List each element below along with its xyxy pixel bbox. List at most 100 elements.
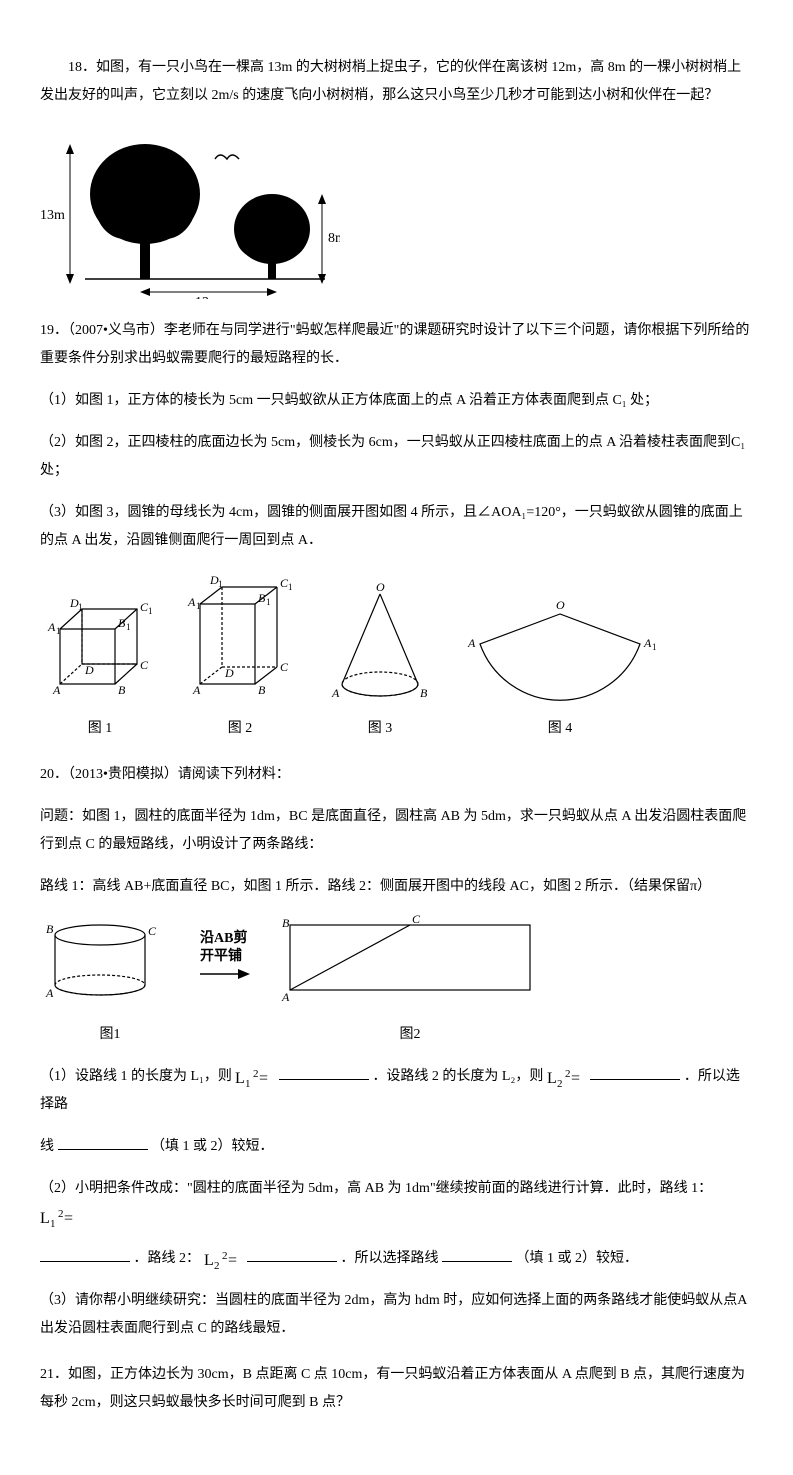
q20-p1-line2: 线 （填 1 或 2）较短．	[40, 1133, 753, 1161]
label-8m: 8m	[328, 231, 340, 246]
question-21: 21．如图，正方体边长为 30cm，B 点距离 C 点 10cm，有一只蚂蚁沿着…	[40, 1361, 753, 1417]
q20-fig1: B C A 图1	[40, 915, 180, 1049]
L1-squared-icon-2: L12=	[40, 1205, 80, 1229]
svg-text:A: A	[52, 683, 61, 697]
svg-text:1: 1	[652, 642, 657, 652]
q20-p1e: （填 1 或 2）较短．	[151, 1139, 274, 1154]
q20-text1: 问题：如图 1，圆柱的底面半径为 1dm，BC 是底面直径，圆柱高 AB 为 5…	[40, 803, 753, 859]
fig1-label: 图 1	[40, 715, 160, 743]
svg-text:1: 1	[56, 626, 61, 636]
q20-p3: （3）请你帮小明继续研究：当圆柱的底面半径为 2dm，高为 hdm 时，应如何选…	[40, 1287, 753, 1343]
svg-text:L: L	[547, 1070, 557, 1087]
svg-text:A: A	[281, 990, 290, 1004]
svg-text:L: L	[40, 1210, 50, 1227]
question-18: 18．如图，有一只小鸟在一棵高 13m 的大树树梢上捉虫子，它的伙伴在离该树 1…	[40, 54, 753, 299]
blank-choice2[interactable]	[442, 1247, 512, 1262]
q19-fig2: A B C D A1 B1 C1 D1 图 2	[180, 569, 300, 743]
q20-figures: B C A 图1 沿AB剪开平铺 B C A 图2	[40, 915, 753, 1049]
svg-text:2: 2	[214, 1260, 220, 1271]
svg-text:A: A	[45, 986, 54, 1000]
q20-p2b: ．路线 2：	[134, 1251, 201, 1266]
svg-text:C: C	[148, 924, 157, 938]
q20-p2-line2: ．路线 2： L22= ．所以选择路线 （填 1 或 2）较短．	[40, 1245, 753, 1273]
blank-L1[interactable]	[279, 1065, 369, 1080]
svg-text:A: A	[187, 595, 196, 609]
label-12m: 12m	[195, 295, 220, 299]
q18-figure: 13m 8m 12m	[40, 124, 753, 299]
q20-text2: 路线 1：高线 AB+底面直径 BC，如图 1 所示．路线 2：侧面展开图中的线…	[40, 873, 753, 901]
svg-text:1: 1	[245, 1078, 251, 1089]
L1-squared-icon: L12=	[235, 1065, 275, 1089]
fig4-label: 图 4	[460, 715, 660, 743]
svg-text:A: A	[643, 636, 652, 650]
svg-text:B: B	[282, 916, 290, 930]
q21-text: 21．如图，正方体边长为 30cm，B 点距离 C 点 10cm，有一只蚂蚁沿着…	[40, 1361, 753, 1417]
q20-intro: 20．（2013•贵阳模拟）请阅读下列材料：	[40, 761, 753, 789]
q18-text: 18．如图，有一只小鸟在一棵高 13m 的大树树梢上捉虫子，它的伙伴在离该树 1…	[40, 54, 753, 110]
blank-choice1[interactable]	[58, 1135, 148, 1150]
svg-text:B: B	[258, 683, 266, 697]
svg-text:A: A	[192, 683, 201, 697]
cut-label: 沿AB剪开平铺	[200, 915, 260, 982]
q20-fig2-label: 图2	[280, 1021, 540, 1049]
fig3-label: 图 3	[320, 715, 440, 743]
svg-text:2: 2	[58, 1208, 64, 1220]
svg-text:A: A	[47, 620, 56, 634]
svg-text:B: B	[118, 683, 126, 697]
svg-text:1: 1	[148, 606, 153, 616]
label-13m: 13m	[40, 208, 65, 223]
svg-text:C: C	[280, 660, 289, 674]
svg-text:2: 2	[565, 1068, 571, 1080]
svg-text:=: =	[259, 1070, 268, 1087]
blank-L2[interactable]	[590, 1065, 680, 1080]
svg-text:1: 1	[126, 622, 131, 632]
svg-text:L: L	[204, 1252, 214, 1269]
q19-p1: （1）如图 1，正方体的棱长为 5cm 一只蚂蚁欲从正方体底面上的点 A 沿着正…	[40, 387, 753, 415]
svg-text:A: A	[331, 686, 340, 700]
svg-text:1: 1	[50, 1218, 56, 1229]
svg-text:D: D	[84, 663, 94, 677]
cut-text: 沿AB剪开平铺	[200, 931, 247, 964]
svg-text:B: B	[420, 686, 428, 700]
q20-p1b: ．设路线 2 的长度为 L₂，则	[372, 1069, 543, 1084]
q20-p2c: ．所以选择路线	[341, 1251, 439, 1266]
q20-fig2: B C A 图2	[280, 915, 540, 1049]
svg-text:B: B	[46, 922, 54, 936]
svg-text:L: L	[235, 1070, 245, 1087]
q19-p2: （2）如图 2，正四棱柱的底面边长为 5cm，侧棱长为 6cm，一只蚂蚁从正四棱…	[40, 429, 753, 485]
q19-intro: 19．（2007•义乌市）李老师在与同学进行"蚂蚁怎样爬最近"的课题研究时设计了…	[40, 317, 753, 373]
q19-figures: A B C D A1 B1 C1 D1 图 1	[40, 569, 753, 743]
question-20: 20．（2013•贵阳模拟）请阅读下列材料： 问题：如图 1，圆柱的底面半径为 …	[40, 761, 753, 1343]
q20-p2d: （填 1 或 2）较短．	[516, 1251, 639, 1266]
blank-L2b[interactable]	[247, 1247, 337, 1262]
svg-text:1: 1	[196, 601, 201, 611]
svg-text:B: B	[118, 616, 126, 630]
svg-text:=: =	[571, 1070, 580, 1087]
q20-p1: （1）设路线 1 的长度为 L₁，则 L12= ．设路线 2 的长度为 L₂，则…	[40, 1063, 753, 1119]
svg-text:B: B	[258, 591, 266, 605]
svg-text:2: 2	[557, 1078, 563, 1089]
svg-text:O: O	[556, 598, 565, 612]
q19-fig1: A B C D A1 B1 C1 D1 图 1	[40, 589, 160, 743]
q20-p1a: （1）设路线 1 的长度为 L₁，则	[40, 1069, 232, 1084]
q19-fig3: O A B 图 3	[320, 579, 440, 743]
svg-text:D: D	[224, 666, 234, 680]
blank-L1b[interactable]	[40, 1247, 130, 1262]
q20-fig1-label: 图1	[40, 1021, 180, 1049]
svg-text:=: =	[228, 1252, 237, 1269]
svg-text:C: C	[140, 658, 149, 672]
svg-text:1: 1	[288, 582, 293, 592]
question-19: 19．（2007•义乌市）李老师在与同学进行"蚂蚁怎样爬最近"的课题研究时设计了…	[40, 317, 753, 743]
svg-text:O: O	[376, 580, 385, 594]
fig2-label: 图 2	[180, 715, 300, 743]
svg-text:1: 1	[218, 579, 223, 589]
svg-text:1: 1	[78, 602, 83, 612]
svg-text:1: 1	[266, 597, 271, 607]
L2-squared-icon-2: L22=	[204, 1247, 244, 1271]
q19-fig4: O A A1 图 4	[460, 589, 660, 743]
svg-text:2: 2	[253, 1068, 259, 1080]
L2-squared-icon: L22=	[547, 1065, 587, 1089]
q20-p2a: （2）小明把条件改成："圆柱的底面半径为 5dm，高 AB 为 1dm"继续按前…	[40, 1181, 712, 1196]
q20-p1d: 线	[40, 1139, 54, 1154]
q20-p2: （2）小明把条件改成："圆柱的底面半径为 5dm，高 AB 为 1dm"继续按前…	[40, 1175, 753, 1231]
